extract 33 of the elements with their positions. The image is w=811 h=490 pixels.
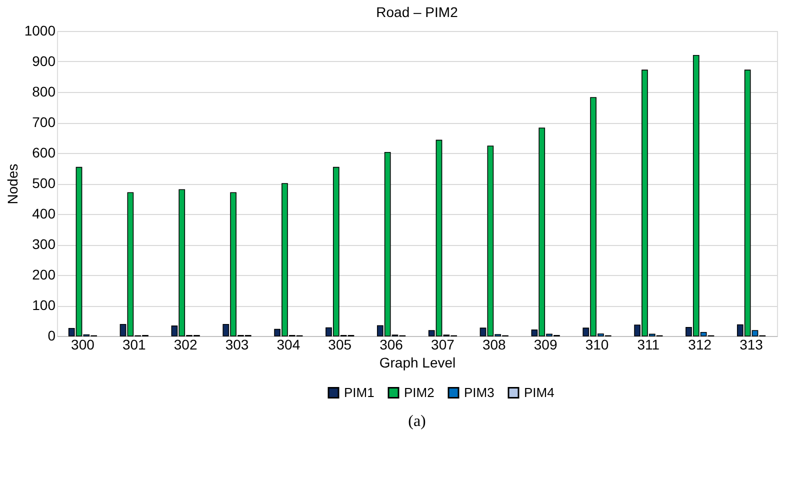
text: (a) [408, 413, 426, 430]
legend-label: PIM3 [464, 384, 494, 400]
legend-label: PIM1 [344, 384, 374, 400]
y-tick-label: 100 [32, 297, 56, 313]
x-axis-title: Graph Level [379, 354, 456, 370]
x-tick-label: 307 [431, 336, 455, 352]
x-tick-label: 311 [637, 336, 660, 352]
x-tick-label: 309 [534, 336, 558, 352]
x-tick-label: 300 [71, 336, 95, 352]
legend-label: PIM2 [404, 384, 434, 400]
x-tick-label: 302 [174, 336, 198, 352]
y-tick-label: 700 [32, 114, 56, 130]
x-tick-label: 301 [122, 336, 146, 352]
chart-title: Road – PIM2 [376, 4, 458, 20]
y-tick-label: 1000 [24, 22, 56, 38]
y-tick-label: 200 [32, 266, 56, 282]
y-tick-label: 900 [32, 53, 56, 69]
legend-label: PIM4 [524, 384, 554, 400]
x-tick-label: 313 [740, 336, 764, 352]
x-tick-label: 306 [380, 336, 404, 352]
y-axis-title: Nodes [4, 164, 20, 204]
y-tick-label: 600 [32, 144, 56, 160]
x-tick-label: 312 [688, 336, 712, 352]
y-tick-label: 400 [32, 206, 56, 222]
x-tick-label: 305 [328, 336, 352, 352]
x-tick-label: 304 [276, 336, 300, 352]
x-tick-label: 303 [225, 336, 249, 352]
x-tick-label: 310 [585, 336, 609, 352]
y-tick-label: 0 [48, 328, 56, 344]
y-tick-label: 300 [32, 236, 56, 252]
x-tick-label: 308 [482, 336, 506, 352]
y-tick-label: 800 [32, 84, 56, 100]
y-tick-label: 500 [32, 175, 56, 191]
